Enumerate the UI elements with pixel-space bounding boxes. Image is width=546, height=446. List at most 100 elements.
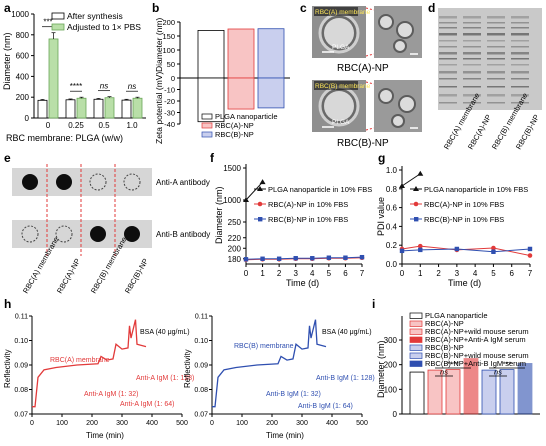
h1-ann-membrane: RBC(A) membrane bbox=[50, 357, 110, 364]
b-diameter-bar bbox=[257, 28, 285, 79]
gel-band bbox=[463, 22, 481, 24]
time-marker bbox=[243, 197, 249, 202]
time-marker bbox=[454, 246, 460, 252]
panel-a-ylabel: Diameter (nm) bbox=[2, 32, 12, 90]
h2-ann-bsa: BSA (40 μg/mL) bbox=[322, 329, 372, 336]
time-ytick: 1000 bbox=[223, 196, 241, 205]
time-xtick: 7 bbox=[528, 269, 533, 278]
b-ytick-top: 150 bbox=[162, 32, 175, 41]
time-xtick: 5 bbox=[327, 269, 332, 278]
time-marker bbox=[399, 248, 405, 254]
blot-label-2: RBC(A)-NP bbox=[55, 257, 82, 295]
b-zeta-bar bbox=[227, 77, 255, 110]
anti-b-antibody-label: Anti-B antibody bbox=[156, 230, 210, 239]
h2-ann-3: Anti-B IgM (1: 128) bbox=[316, 375, 375, 382]
time-marker bbox=[491, 249, 496, 254]
panel-a-xlabel: RBC membrane: PLGA (w/w) bbox=[6, 133, 123, 143]
gel-band bbox=[439, 58, 457, 60]
a-bar bbox=[93, 98, 104, 119]
panel-letter-f: f bbox=[210, 151, 215, 165]
time-xtick: 1 bbox=[418, 269, 423, 278]
time-xtick: 7 bbox=[360, 269, 365, 278]
spr-ytick: 0.09 bbox=[14, 363, 28, 370]
gel-band bbox=[511, 102, 529, 104]
panel-c-tem: RBC(A) membrane PLGA RBC(A)-NP RBC(B) me… bbox=[312, 6, 422, 149]
panel-f-ylabel: Diameter (nm) bbox=[214, 186, 224, 244]
gel-band bbox=[439, 71, 457, 74]
gel-band bbox=[487, 102, 505, 104]
legend-swatch-pbs bbox=[51, 23, 65, 31]
i-legend-label: RBC(B)-NP+Anti-B IgM serum bbox=[425, 359, 526, 368]
spr-xtick: 100 bbox=[56, 420, 68, 427]
i-legend-swatch bbox=[409, 344, 423, 351]
time-xtick: 6 bbox=[509, 269, 514, 278]
time-marker bbox=[276, 256, 282, 261]
a-ytick: 800 bbox=[16, 31, 30, 40]
time-ytick: 0.6 bbox=[386, 204, 398, 213]
i-legend-label: RBC(A)-NP+wild mouse serum bbox=[425, 327, 529, 336]
spr-ytick: 0.07 bbox=[194, 412, 208, 419]
panel-letter-g: g bbox=[378, 151, 385, 165]
b-ytick-bottom: -20 bbox=[164, 97, 175, 106]
time-marker bbox=[418, 247, 423, 253]
a-bar bbox=[104, 97, 115, 119]
a-bar bbox=[65, 99, 76, 119]
spr-ytick: 0.09 bbox=[194, 363, 208, 370]
gel-band bbox=[487, 40, 505, 42]
panel-letter-d: d bbox=[428, 1, 435, 15]
spr-xtick: 400 bbox=[326, 420, 338, 427]
i-legend-swatch bbox=[409, 312, 423, 319]
b-ytick-bottom: -30 bbox=[164, 109, 175, 118]
gel-band bbox=[487, 64, 505, 66]
gel-band bbox=[463, 33, 481, 36]
i-bar bbox=[463, 358, 479, 415]
spr-ytick: 0.11 bbox=[15, 314, 28, 321]
time-xtick: 5 bbox=[491, 269, 496, 278]
plga-core-label-b: PLGA bbox=[332, 119, 350, 126]
a-significance: ns bbox=[100, 82, 108, 91]
i-legend-label: PLGA nanoparticle bbox=[425, 311, 488, 320]
rbcb-np-title: RBC(B)-NP bbox=[337, 138, 389, 149]
spr-ytick: 0.10 bbox=[194, 338, 208, 345]
time-marker bbox=[359, 254, 365, 260]
panel-b-chart: 0 50 100 150 200 -40 -30 -20 -10 Diameter (nm) Z… bbox=[154, 18, 290, 144]
i-bar bbox=[481, 369, 497, 415]
a-significance: ns bbox=[128, 82, 136, 91]
gel-band bbox=[463, 64, 481, 66]
time-series-line bbox=[401, 173, 421, 187]
a-xtick: 0.25 bbox=[68, 121, 84, 130]
time-marker bbox=[259, 179, 266, 185]
i-significance: ns bbox=[440, 368, 448, 377]
time-xtick: 0 bbox=[400, 269, 405, 278]
i-ytick: 300 bbox=[384, 336, 398, 345]
i-significance: **** bbox=[447, 360, 459, 369]
h1-ann-3: Anti-A IgM (1: 128) bbox=[136, 375, 194, 382]
time-marker bbox=[399, 182, 405, 188]
spr-xtick: 200 bbox=[86, 420, 98, 427]
a-bar bbox=[132, 97, 143, 119]
gel-band bbox=[439, 27, 457, 29]
spr-xtick: 0 bbox=[210, 420, 214, 427]
time-ytick: 1500 bbox=[223, 164, 241, 173]
spr-xtick: 200 bbox=[266, 420, 278, 427]
spr-ytick: 0.11 bbox=[195, 314, 208, 321]
i-significance: *** bbox=[503, 360, 512, 369]
spr-ytick: 0.07 bbox=[14, 412, 28, 419]
gel-band bbox=[463, 94, 481, 97]
i-legend-swatch bbox=[409, 352, 423, 359]
time-xtick: 2 bbox=[436, 269, 441, 278]
h1-ylabel: Reflectivity bbox=[3, 349, 12, 388]
panel-h-chart-b: 0 100 200 300 400 500 0.07 0.08 0.09 0.10 0.11 Ref… bbox=[183, 314, 375, 441]
i-bar bbox=[517, 363, 533, 415]
i-legend-label: RBC(A)-NP+Anti-A IgM serum bbox=[425, 335, 526, 344]
a-ytick: 0 bbox=[25, 114, 30, 123]
legend-g-plga: PLGA nanoparticle in 10% FBS bbox=[424, 185, 528, 194]
gel-band bbox=[439, 78, 457, 80]
membrane-a-label: RBC(A) membrane bbox=[315, 9, 371, 16]
legend-swatch-rbca bbox=[201, 122, 213, 129]
time-marker bbox=[260, 256, 265, 261]
i-significance: ns bbox=[494, 368, 502, 377]
h1-ann-bsa: BSA (40 μg/mL) bbox=[140, 329, 190, 336]
